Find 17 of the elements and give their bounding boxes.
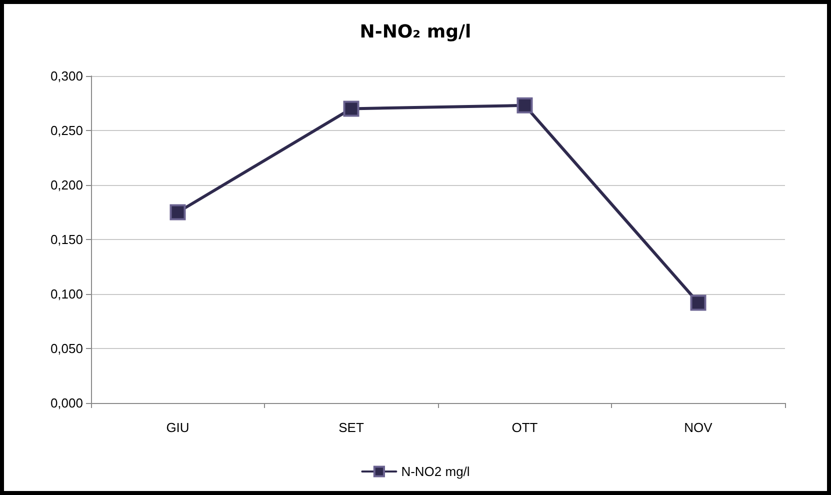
y-tick-label: 0,050	[50, 341, 83, 356]
y-tick-label: 0,100	[50, 286, 83, 302]
y-tick-label: 0,000	[50, 396, 83, 410]
y-tick-label: 0,250	[50, 123, 83, 138]
y-tick-label: 0,200	[50, 178, 83, 192]
point	[170, 204, 186, 220]
point	[516, 97, 533, 114]
x-tick-label: GIU	[166, 420, 190, 435]
chart-title: N-NO₂ mg/l	[360, 22, 472, 42]
y-tick-label: 0,150	[50, 232, 83, 247]
x-tick-label: NOV	[684, 420, 713, 435]
point	[690, 294, 706, 311]
y-tick-label: 0,300	[50, 68, 83, 84]
x-tick-label: OTT	[512, 420, 538, 435]
x-tick-label: SET	[338, 420, 364, 435]
legend-label: N-NO2 mg/l	[401, 464, 470, 479]
point	[343, 100, 360, 117]
